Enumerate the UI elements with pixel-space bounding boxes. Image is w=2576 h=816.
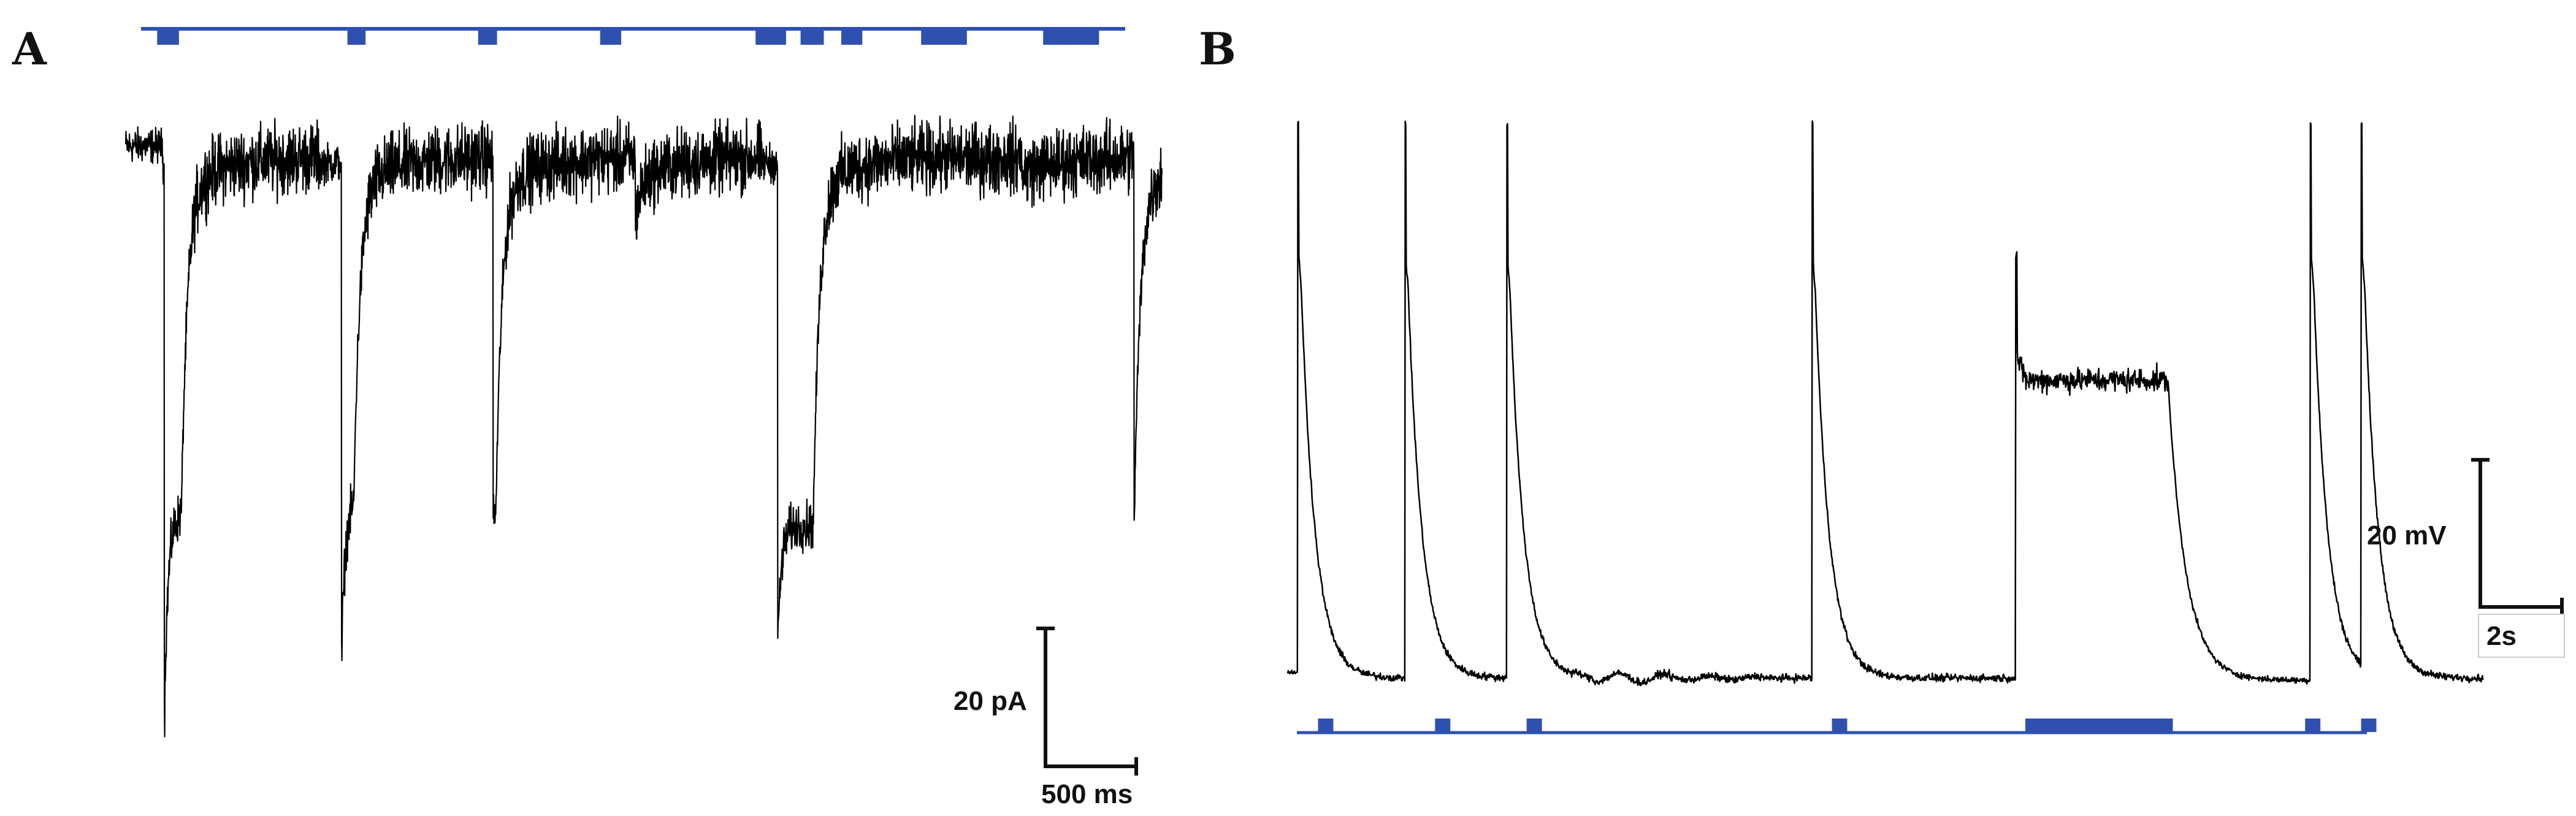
stimulus-pulse-a [921,29,967,45]
stimulus-pulse-a [841,29,863,45]
scale-bar-b-x-label: 2s [2486,621,2517,651]
panel-b-voltage-trace [1286,120,2484,687]
panel-a-stimulus-bar [141,27,1125,45]
stimulus-pulse-b [2305,719,2321,732]
stimulus-pulse-b [2025,719,2173,732]
stimulus-pulse-a [347,29,366,45]
panel-b-stimulus-bar [1297,719,2377,734]
panel-a-scale-bar: 20 pA 500 ms [954,627,1138,809]
scale-bar-a-y-label: 20 pA [954,686,1027,716]
stimulus-pulse-a [478,29,497,45]
stimulus-pulse-a [157,29,179,45]
stimulus-pulse-b [1526,719,1542,732]
stimulus-pulse-b [1832,719,1848,732]
panel-label-a: A [12,23,47,75]
trace-line-a [124,115,1163,738]
stimulus-pulse-b [1435,719,1451,732]
scale-bar-b-y-label: 20 mV [2367,520,2447,551]
stimulus-pulse-b [2361,719,2377,732]
scale-bar-b-label-box [2478,614,2565,658]
trace-line-b [1286,120,2484,687]
stimulus-pulse-a [800,29,824,45]
stimulus-pulse-a [1043,29,1099,45]
panel-b-scale-bar: 20 mV 2s [2367,458,2565,658]
scale-bar-a-x-label: 500 ms [1041,779,1133,809]
stimulus-pulse-b [1318,719,1334,732]
stimulus-pulse-a [600,29,622,45]
panel-label-b: B [1199,23,1236,75]
stimulus-pulse-a [755,29,786,45]
panel-a-current-trace [124,115,1163,738]
